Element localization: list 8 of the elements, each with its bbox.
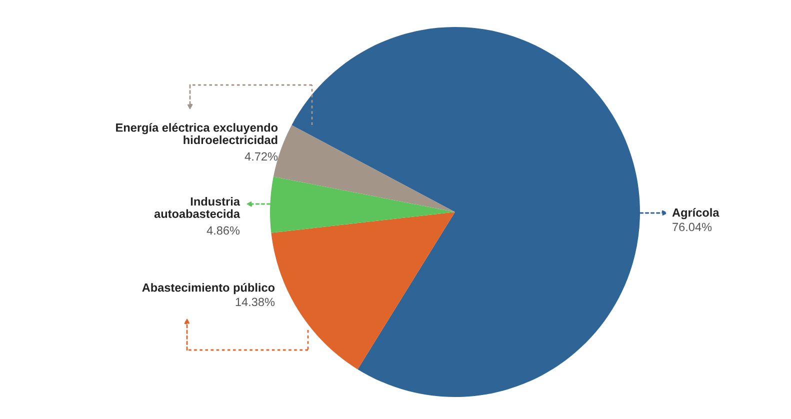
- data-label: 76.04%: [672, 222, 712, 232]
- slice-label: Energía eléctrica excluyendo hidroelectricidad: [116, 123, 278, 144]
- data-label: 4.86%: [206, 226, 240, 235]
- data-label: 14.38%: [236, 298, 275, 306]
- data-label: 4.72%: [244, 152, 278, 161]
- slice-label: Industria autoabastecida: [154, 197, 240, 218]
- slice-label: Abastecimiento público: [142, 283, 275, 294]
- legend-label: Agrícola: [672, 208, 720, 220]
